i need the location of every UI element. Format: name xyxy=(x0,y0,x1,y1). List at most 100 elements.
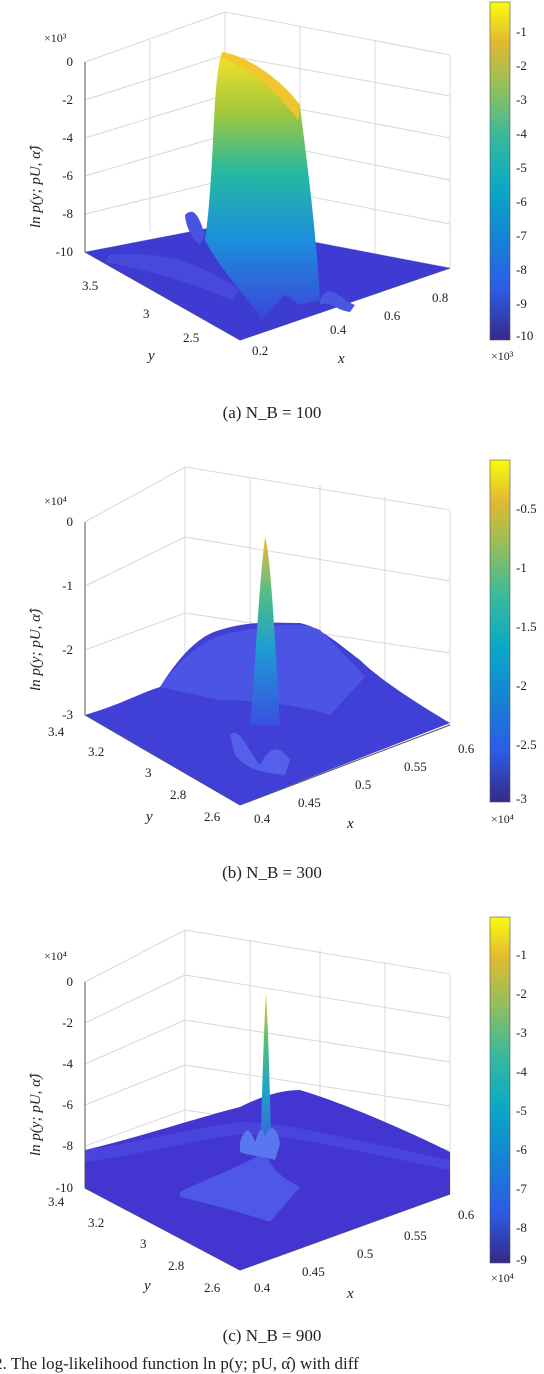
y-tick-c-0: 3.4 xyxy=(48,1194,65,1209)
cbar-tick-a-0: -1 xyxy=(516,24,527,39)
figure-caption-fragment: 2. The log-likelihood function ln p(y; p… xyxy=(0,1354,359,1373)
panel-a: ×10³ 0 -2 -4 -6 -8 -10 ln p(y; pU, α̂) 3… xyxy=(0,0,544,440)
z-axis-label-b: ln p(y; pU, α̂) xyxy=(28,608,44,691)
y-tick-b-2: 3 xyxy=(145,765,152,780)
x-axis-label-b: x xyxy=(346,816,354,832)
cbar-tick-c-1: -2 xyxy=(516,986,527,1001)
z-tick-b-1: -1 xyxy=(62,578,73,593)
y-axis-label-b: y xyxy=(144,809,153,825)
cbar-tick-a-4: -5 xyxy=(516,160,527,175)
x-tick-c-2: 0.5 xyxy=(357,1246,373,1261)
colorbar-c xyxy=(489,916,511,1264)
z-tick-c-5: -10 xyxy=(56,1180,73,1195)
caption-a: (a) N_B = 100 xyxy=(222,403,322,422)
colorbar-exponent-b: ×10⁴ xyxy=(491,812,514,826)
surface-c xyxy=(85,992,450,1270)
x-tick-b-0: 0.4 xyxy=(254,811,271,826)
z-tick-a-5: -10 xyxy=(56,244,73,259)
cbar-tick-b-4: -2.5 xyxy=(516,737,537,752)
cbar-tick-b-5: -3 xyxy=(516,791,527,806)
z-axis-label-c: ln p(y; pU, α̂) xyxy=(28,1073,44,1156)
y-tick-a-2: 2.5 xyxy=(183,330,199,345)
y-tick-b-1: 3.2 xyxy=(88,744,104,759)
y-tick-b-3: 2.8 xyxy=(170,787,186,802)
z-tick-a-3: -6 xyxy=(62,168,73,183)
y-tick-c-1: 3.2 xyxy=(88,1215,104,1230)
cbar-tick-b-1: -1 xyxy=(516,560,527,575)
cbar-tick-a-2: -3 xyxy=(516,92,527,107)
colorbar-ticks-b: -0.5 -1 -1.5 -2 -2.5 -3 xyxy=(516,501,537,806)
x-tick-c-4: 0.6 xyxy=(458,1207,475,1222)
panel-b: ×10⁴ 0 -1 -2 -3 ln p(y; pU, α̂) 3.4 3.2 … xyxy=(0,455,544,895)
caption-c: (c) N_B = 900 xyxy=(222,1326,322,1345)
y-tick-c-2: 3 xyxy=(140,1236,147,1251)
x-tick-c-1: 0.45 xyxy=(302,1264,325,1279)
z-tick-c-3: -6 xyxy=(62,1097,73,1112)
z-tick-b-3: -3 xyxy=(62,707,73,722)
colorbar-b xyxy=(489,459,511,803)
colorbar-ticks-a: -1 -2 -3 -4 -5 -6 -7 -8 -9 -10 xyxy=(516,24,533,343)
cbar-tick-b-3: -2 xyxy=(516,678,527,693)
cbar-tick-c-3: -4 xyxy=(516,1064,527,1079)
y-tick-c-4: 2.6 xyxy=(204,1280,221,1295)
cbar-tick-c-8: -9 xyxy=(516,1252,527,1267)
x-axis-label-a: x xyxy=(337,351,345,367)
z-tick-c-0: 0 xyxy=(67,974,74,989)
cbar-tick-c-0: -1 xyxy=(516,947,527,962)
colorbar-exponent-a: ×10³ xyxy=(491,349,514,363)
y-tick-c-3: 2.8 xyxy=(168,1258,184,1273)
z-tick-a-4: -8 xyxy=(62,206,73,221)
panel-c: ×10⁴ 0 -2 -4 -6 -8 -10 ln p(y; pU, α̂) 3… xyxy=(0,912,544,1352)
cbar-tick-a-8: -9 xyxy=(516,296,527,311)
z-exponent-a: ×10³ xyxy=(44,31,67,45)
z-tick-a-0: 0 xyxy=(67,54,74,69)
z-axis-label-a: ln p(y; pU, α̂) xyxy=(28,145,44,228)
cbar-tick-c-5: -6 xyxy=(516,1142,527,1157)
z-tick-c-2: -4 xyxy=(62,1056,73,1071)
cbar-tick-c-7: -8 xyxy=(516,1220,527,1235)
surface-plot-a: ×10³ 0 -2 -4 -6 -8 -10 ln p(y; pU, α̂) 3… xyxy=(28,1,533,367)
z-tick-b-0: 0 xyxy=(67,514,74,529)
cbar-tick-c-6: -7 xyxy=(516,1181,527,1196)
colorbar-exponent-c: ×10⁴ xyxy=(491,1271,514,1285)
surface-a xyxy=(85,52,450,340)
cbar-tick-a-1: -2 xyxy=(516,58,527,73)
z-tick-a-2: -4 xyxy=(62,130,73,145)
cbar-tick-b-0: -0.5 xyxy=(516,501,537,516)
colorbar-ticks-c: -1 -2 -3 -4 -5 -6 -7 -8 -9 xyxy=(516,947,527,1267)
z-exponent-c: ×10⁴ xyxy=(44,949,67,963)
colorbar-a xyxy=(489,1,511,341)
y-axis-label-a: y xyxy=(146,348,155,364)
x-tick-b-1: 0.45 xyxy=(298,795,321,810)
x-tick-a-3: 0.8 xyxy=(432,290,448,305)
cbar-tick-c-4: -5 xyxy=(516,1103,527,1118)
x-tick-a-2: 0.6 xyxy=(384,308,401,323)
z-tick-c-4: -8 xyxy=(62,1138,73,1153)
surface-b xyxy=(85,537,450,805)
caption-b: (b) N_B = 300 xyxy=(222,863,322,882)
x-axis-label-c: x xyxy=(346,1286,354,1302)
y-tick-b-0: 3.4 xyxy=(48,724,65,739)
cbar-tick-a-7: -8 xyxy=(516,262,527,277)
x-tick-c-3: 0.55 xyxy=(404,1228,427,1243)
cbar-tick-c-2: -3 xyxy=(516,1025,527,1040)
cbar-tick-a-5: -6 xyxy=(516,194,527,209)
z-tick-c-1: -2 xyxy=(62,1015,73,1030)
z-tick-a-1: -2 xyxy=(62,92,73,107)
y-tick-b-4: 2.6 xyxy=(204,809,221,824)
y-tick-a-1: 3 xyxy=(143,306,150,321)
x-tick-a-1: 0.4 xyxy=(330,322,347,337)
x-tick-b-2: 0.5 xyxy=(355,777,371,792)
cbar-tick-a-3: -4 xyxy=(516,126,527,141)
y-axis-label-c: y xyxy=(142,1278,151,1294)
cbar-tick-a-9: -10 xyxy=(516,328,533,343)
x-tick-c-0: 0.4 xyxy=(254,1280,271,1295)
x-tick-a-0: 0.2 xyxy=(252,343,268,358)
y-tick-a-0: 3.5 xyxy=(82,278,98,293)
z-exponent-b: ×10⁴ xyxy=(44,494,67,508)
x-tick-b-4: 0.6 xyxy=(458,741,475,756)
z-tick-b-2: -2 xyxy=(62,642,73,657)
x-tick-b-3: 0.55 xyxy=(404,759,427,774)
surface-plot-b: ×10⁴ 0 -1 -2 -3 ln p(y; pU, α̂) 3.4 3.2 … xyxy=(28,459,537,832)
cbar-tick-a-6: -7 xyxy=(516,228,527,243)
